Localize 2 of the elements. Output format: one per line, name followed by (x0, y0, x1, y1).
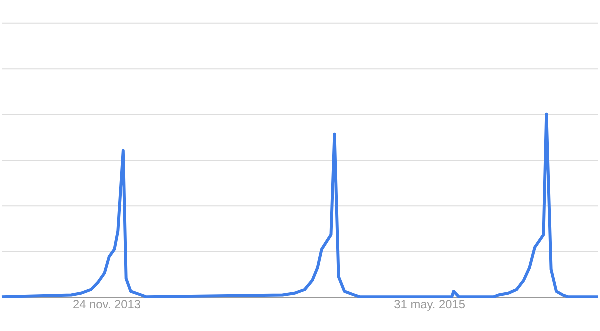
x-tick-label: 31 may. 2015 (394, 297, 466, 312)
x-tick-label: 24 nov. 2013 (72, 297, 142, 312)
